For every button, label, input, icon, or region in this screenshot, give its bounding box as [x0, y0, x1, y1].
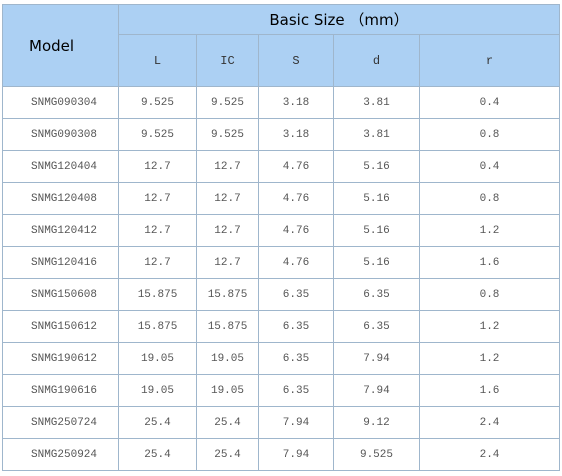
- value-cell: 9.525: [196, 86, 259, 119]
- value-cell: 6.35: [258, 278, 334, 311]
- model-cell: SNMG120412: [2, 214, 119, 247]
- column-header: IC: [196, 34, 259, 87]
- value-cell: 1.2: [418, 214, 561, 247]
- model-header: Model: [2, 4, 119, 87]
- model-cell: SNMG090308: [2, 118, 119, 151]
- value-cell: 19.05: [196, 374, 259, 407]
- model-cell: SNMG120404: [2, 150, 119, 183]
- value-cell: 0.8: [418, 118, 561, 151]
- value-cell: 25.4: [118, 438, 197, 471]
- value-cell: 12.7: [196, 150, 259, 183]
- value-cell: 1.2: [418, 342, 561, 375]
- value-cell: 5.16: [333, 150, 420, 183]
- value-cell: 9.525: [118, 86, 197, 119]
- value-cell: 12.7: [118, 150, 197, 183]
- value-cell: 0.4: [418, 86, 561, 119]
- value-cell: 6.35: [333, 278, 420, 311]
- value-cell: 9.525: [118, 118, 197, 151]
- table-row: SNMG190612 19.05 19.05 6.35 7.94 1.2: [2, 342, 561, 375]
- value-cell: 2.4: [418, 406, 561, 439]
- model-cell: SNMG120408: [2, 182, 119, 215]
- column-header: L: [118, 34, 197, 87]
- value-cell: 15.875: [118, 278, 197, 311]
- value-cell: 25.4: [196, 438, 259, 471]
- header-row: Model Basic Size （mm）: [2, 4, 561, 87]
- value-cell: 5.16: [333, 182, 420, 215]
- value-cell: 15.875: [196, 278, 259, 311]
- table-row: SNMG090308 9.525 9.525 3.18 3.81 0.8: [2, 118, 561, 151]
- value-cell: 5.16: [333, 246, 420, 279]
- table-body: SNMG090304 9.525 9.525 3.18 3.81 0.4 SNMG09030…: [2, 86, 561, 471]
- column-header: d: [333, 34, 420, 87]
- value-cell: 0.8: [418, 182, 561, 215]
- value-cell: 25.4: [118, 406, 197, 439]
- value-cell: 1.6: [418, 246, 561, 279]
- value-cell: 7.94: [258, 406, 334, 439]
- value-cell: 1.2: [418, 310, 561, 343]
- value-cell: 4.76: [258, 246, 334, 279]
- table-row: SNMG120412 12.7 12.7 4.76 5.16 1.2: [2, 214, 561, 247]
- value-cell: 0.8: [418, 278, 561, 311]
- value-cell: 4.76: [258, 214, 334, 247]
- table-row: SNMG190616 19.05 19.05 6.35 7.94 1.6: [2, 374, 561, 407]
- value-cell: 12.7: [196, 182, 259, 215]
- value-cell: 12.7: [118, 246, 197, 279]
- value-cell: 12.7: [196, 246, 259, 279]
- value-cell: 15.875: [118, 310, 197, 343]
- value-cell: 19.05: [118, 342, 197, 375]
- model-cell: SNMG150612: [2, 310, 119, 343]
- model-cell: SNMG120416: [2, 246, 119, 279]
- value-cell: 5.16: [333, 214, 420, 247]
- model-cell: SNMG250924: [2, 438, 119, 471]
- value-cell: 3.81: [333, 86, 420, 119]
- table-row: SNMG150608 15.875 15.875 6.35 6.35 0.8: [2, 278, 561, 311]
- value-cell: 6.35: [258, 374, 334, 407]
- table-row: SNMG120408 12.7 12.7 4.76 5.16 0.8: [2, 182, 561, 215]
- table-row: SNMG250724 25.4 25.4 7.94 9.12 2.4: [2, 406, 561, 439]
- model-cell: SNMG150608: [2, 278, 119, 311]
- value-cell: 9.525: [196, 118, 259, 151]
- value-cell: 9.12: [333, 406, 420, 439]
- value-cell: 25.4: [196, 406, 259, 439]
- value-cell: 4.76: [258, 182, 334, 215]
- group-header: Basic Size （mm）: [117, 4, 561, 35]
- table-row: SNMG090304 9.525 9.525 3.18 3.81 0.4: [2, 86, 561, 119]
- value-cell: 2.4: [418, 438, 561, 471]
- value-cell: 7.94: [333, 342, 420, 375]
- table-row: SNMG120404 12.7 12.7 4.76 5.16 0.4: [2, 150, 561, 183]
- value-cell: 0.4: [418, 150, 561, 183]
- column-header: S: [258, 34, 334, 87]
- value-cell: 6.35: [333, 310, 420, 343]
- value-cell: 1.6: [418, 374, 561, 407]
- model-cell: SNMG190612: [2, 342, 119, 375]
- table-row: SNMG120416 12.7 12.7 4.76 5.16 1.6: [2, 246, 561, 279]
- value-cell: 3.18: [258, 86, 334, 119]
- value-cell: 15.875: [196, 310, 259, 343]
- value-cell: 12.7: [118, 182, 197, 215]
- table-row: SNMG150612 15.875 15.875 6.35 6.35 1.2: [2, 310, 561, 343]
- value-cell: 7.94: [258, 438, 334, 471]
- value-cell: 3.81: [333, 118, 420, 151]
- value-cell: 6.35: [258, 342, 334, 375]
- value-cell: 12.7: [118, 214, 197, 247]
- value-cell: 12.7: [196, 214, 259, 247]
- value-cell: 6.35: [258, 310, 334, 343]
- value-cell: 7.94: [333, 374, 420, 407]
- value-cell: 19.05: [118, 374, 197, 407]
- model-cell: SNMG190616: [2, 374, 119, 407]
- column-header: r: [418, 34, 561, 87]
- model-cell: SNMG090304: [2, 86, 119, 119]
- model-cell: SNMG250724: [2, 406, 119, 439]
- table-row: SNMG250924 25.4 25.4 7.94 9.525 2.4: [2, 438, 561, 471]
- value-cell: 9.525: [333, 438, 420, 471]
- value-cell: 19.05: [196, 342, 259, 375]
- value-cell: 3.18: [258, 118, 334, 151]
- value-cell: 4.76: [258, 150, 334, 183]
